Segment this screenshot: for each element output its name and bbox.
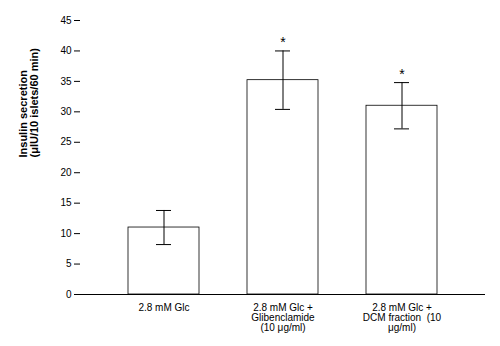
svg-text:Insulin secretion(μIU/10 islet: Insulin secretion(μIU/10 islets/60 min)	[17, 48, 40, 158]
svg-text:*: *	[399, 66, 405, 82]
svg-text:2.8 mM Glc: 2.8 mM Glc	[138, 302, 189, 313]
svg-text:2.8 mM Glc +Glibenclamide(10 μ: 2.8 mM Glc +Glibenclamide(10 μg/ml)	[251, 302, 315, 333]
svg-text:40: 40	[60, 45, 72, 56]
svg-text:20: 20	[60, 167, 72, 178]
svg-text:35: 35	[60, 76, 72, 87]
svg-text:*: *	[280, 34, 286, 50]
svg-text:10: 10	[60, 228, 72, 239]
svg-text:45: 45	[60, 15, 72, 26]
svg-text:0: 0	[66, 289, 72, 300]
svg-text:2.8 mM Glc +DCM fraction (10μ: 2.8 mM Glc +DCM fraction (10μg/ml)	[363, 302, 442, 333]
svg-text:30: 30	[60, 106, 72, 117]
svg-text:15: 15	[60, 197, 72, 208]
svg-text:5: 5	[66, 258, 72, 269]
svg-text:25: 25	[60, 136, 72, 147]
